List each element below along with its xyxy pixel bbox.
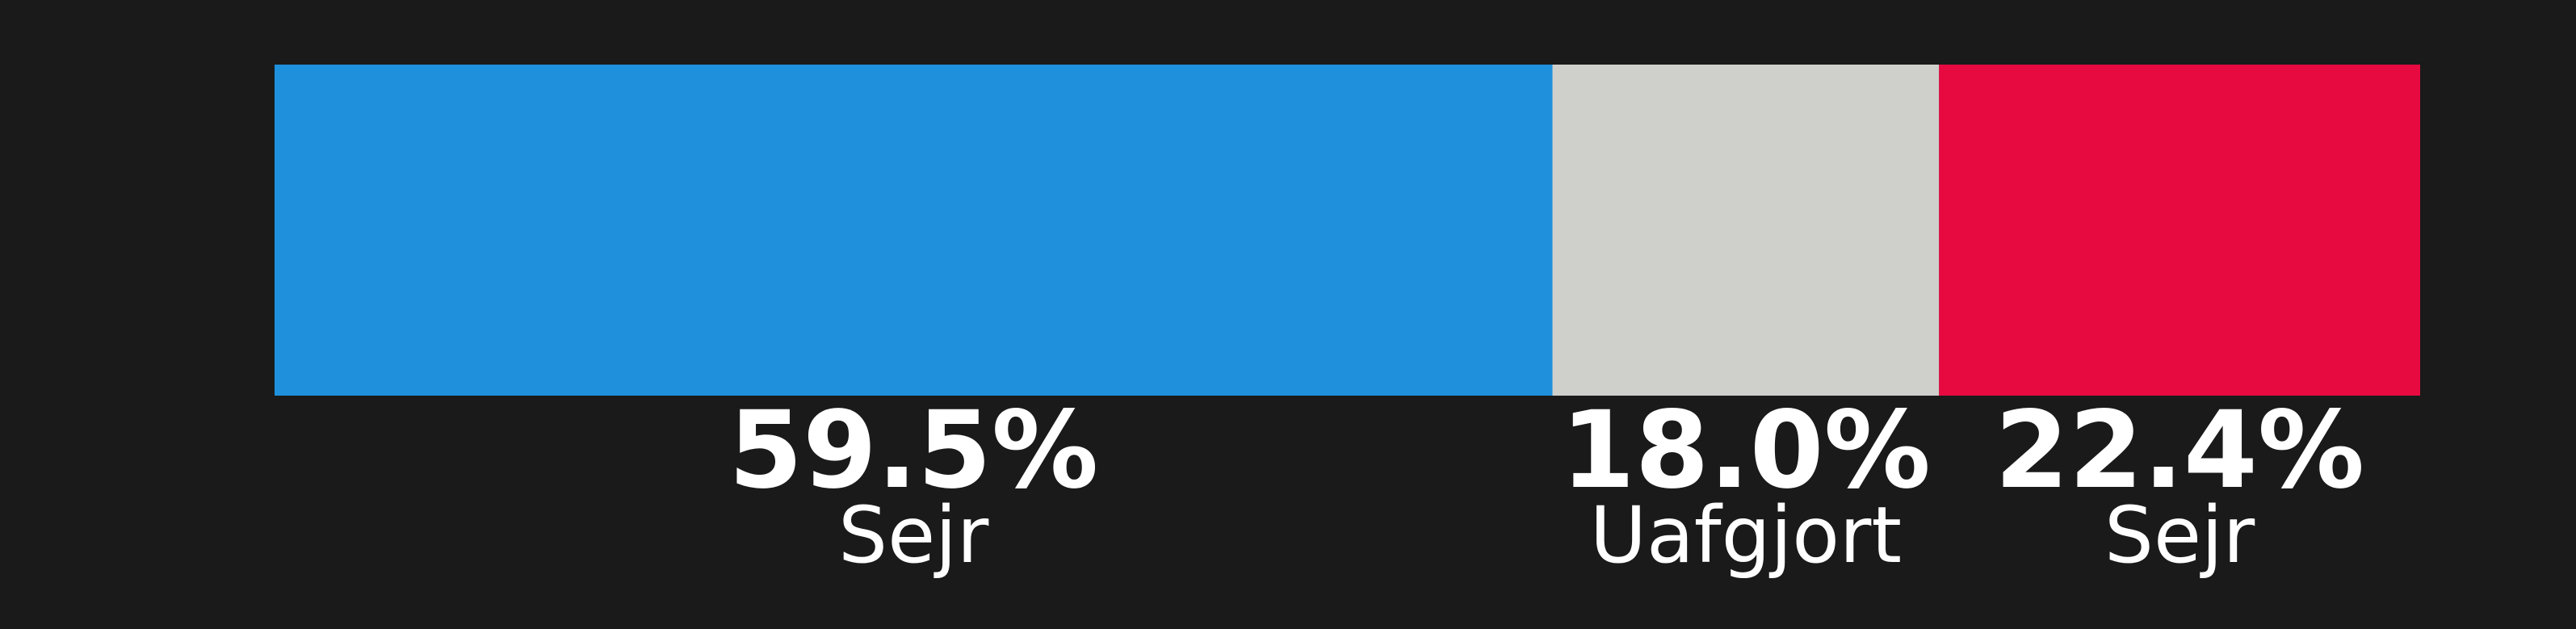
value-label-1: 59.5% <box>728 388 1098 513</box>
value-label-2: 18.0% <box>1561 388 1931 513</box>
bar-segment-3 <box>1939 65 2420 396</box>
bar-segment-2 <box>1552 65 1940 396</box>
bar-segment-1 <box>275 65 1553 396</box>
category-label-1: Sejr <box>838 490 989 581</box>
category-label-2: Uafgjort <box>1590 490 1902 581</box>
value-label-3: 22.4% <box>1995 388 2364 513</box>
bar-segments <box>275 65 2420 396</box>
category-label-3: Sejr <box>2104 490 2255 581</box>
